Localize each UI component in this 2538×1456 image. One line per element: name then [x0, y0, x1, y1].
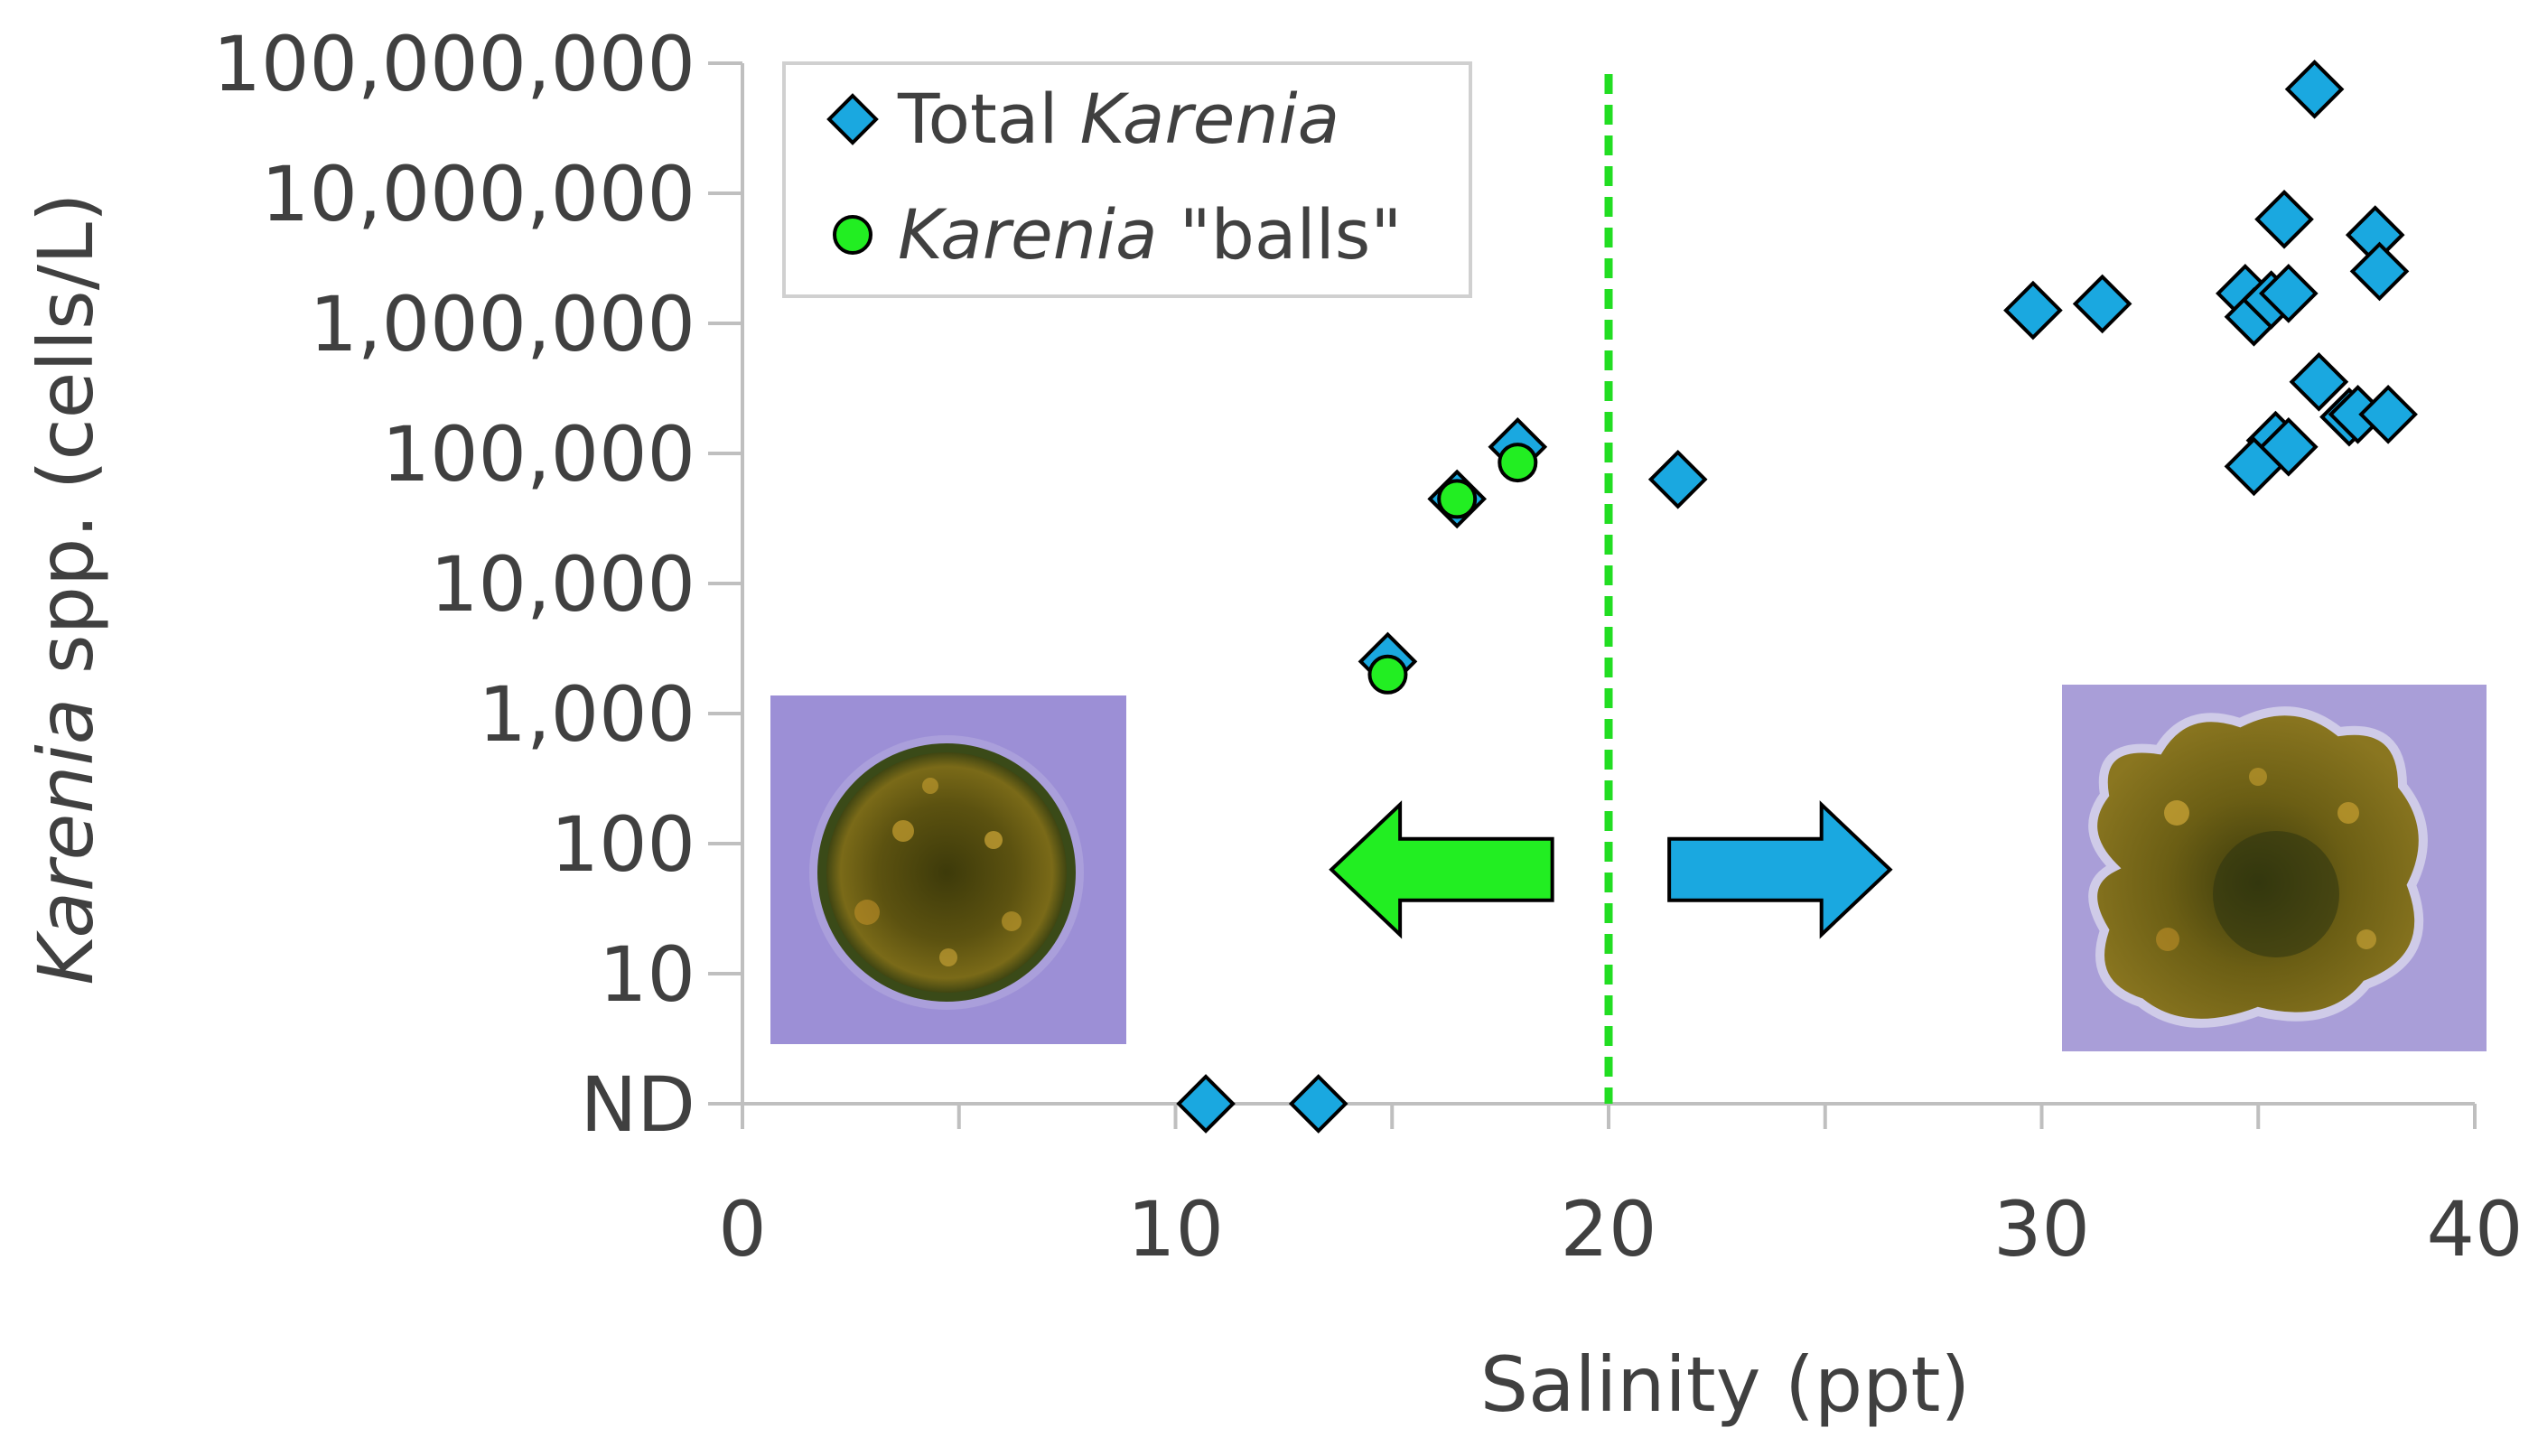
legend-marker-circle: [833, 215, 872, 255]
data-point-circle: [1437, 479, 1478, 519]
data-point-diamond: [2284, 59, 2345, 119]
data-point-diamond: [1176, 1074, 1236, 1134]
legend-label: Total Karenia: [897, 79, 1339, 159]
arrow-right: [1667, 800, 1893, 939]
x-ticks: 0 10 20 30 40: [718, 1104, 2523, 1274]
legend-label: Karenia "balls": [898, 194, 1402, 275]
x-tick-label: 10: [1127, 1185, 1224, 1274]
legend-marker-diamond: [826, 93, 879, 145]
x-tick-label: 0: [718, 1185, 766, 1274]
micrograph-lobed-cell: [2062, 685, 2487, 1051]
y-tick-label: ND: [580, 1060, 695, 1149]
arrow-left: [1329, 800, 1554, 939]
legend-box: [782, 61, 1472, 298]
data-point-diamond: [2003, 280, 2063, 341]
data-point-diamond: [2289, 351, 2349, 412]
data-point-diamond: [2258, 416, 2319, 477]
x-tick-label: 30: [1993, 1185, 2090, 1274]
y-tick-label: 10,000: [430, 540, 695, 629]
y-tick-label: 100: [551, 800, 695, 889]
y-axis-title-rest: spp. (cells/L): [22, 192, 110, 697]
x-tick-label: 40: [2427, 1185, 2524, 1274]
x-axis-title: Salinity (ppt): [1480, 1340, 1971, 1429]
x-tick-label: 20: [1561, 1185, 1657, 1274]
micrograph-round-cell: [770, 695, 1126, 1044]
y-tick-label: 1,000: [479, 670, 695, 759]
data-point-diamond: [1647, 449, 1708, 509]
y-tick-label: 1,000,000: [309, 280, 695, 369]
y-ticks: ND 10 100 1,000 10,000 100,000 1,000,000 10,000…: [213, 20, 742, 1149]
data-point-diamond: [2254, 189, 2314, 249]
y-axis-title: Karenia spp. (cells/L): [22, 192, 110, 985]
data-point-diamond: [2258, 264, 2319, 323]
data-point-diamond: [2224, 436, 2284, 497]
data-points: [1176, 59, 2418, 1134]
arrow-annotations: [1329, 800, 1893, 939]
y-tick-label: 100,000,000: [213, 20, 695, 108]
data-point-diamond: [2072, 274, 2132, 334]
data-point-diamond: [1288, 1074, 1348, 1134]
data-point-circle: [1498, 443, 1538, 483]
legend: Total Karenia Karenia "balls": [782, 61, 1472, 298]
data-point-diamond: [2358, 384, 2418, 444]
y-tick-label: 100,000: [382, 410, 695, 499]
data-point-diamond: [2349, 241, 2410, 302]
y-tick-label: 10,000,000: [261, 150, 695, 238]
y-tick-label: 10: [599, 930, 695, 1019]
y-axis-title-italic: Karenia: [22, 698, 110, 985]
data-point-circle: [1367, 654, 1408, 695]
